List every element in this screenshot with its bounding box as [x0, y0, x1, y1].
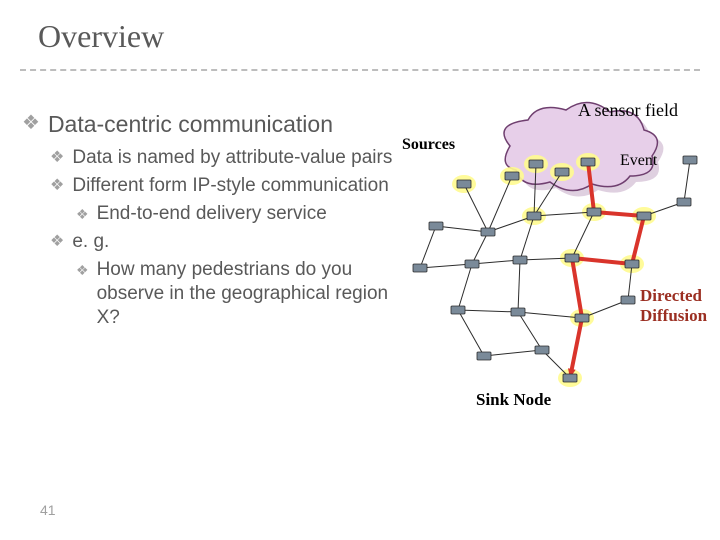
heading-bullet: ❖ Data-centric communication	[22, 110, 402, 138]
content-block: ❖ Data-centric communication ❖ Data is n…	[22, 110, 402, 334]
bullet-marker: ❖	[50, 146, 64, 170]
title-divider	[20, 69, 700, 71]
bullet-item: ❖ e. g.	[50, 230, 402, 254]
diagram-title: A sensor field	[578, 100, 678, 121]
event-label: Event	[620, 152, 657, 170]
bullet-marker: ❖	[22, 110, 40, 136]
heading-text: Data-centric communication	[48, 110, 333, 138]
diffusion-label: Diffusion	[640, 306, 707, 326]
sink-label: Sink Node	[476, 390, 551, 410]
bullet-marker: ❖	[76, 258, 89, 282]
bullet-item: ❖ Different form IP-style communication	[50, 174, 402, 198]
bullet-marker: ❖	[76, 202, 89, 226]
bullet-text: End-to-end delivery service	[97, 202, 327, 226]
bullet-item: ❖ How many pedestrians do you observe in…	[76, 258, 402, 330]
directed-label: Directed	[640, 286, 702, 306]
bullet-marker: ❖	[50, 230, 64, 254]
page-number: 41	[40, 502, 56, 518]
bullet-text: e. g.	[72, 230, 109, 254]
sensor-field-diagram: A sensor field Sources Event Directed Di…	[400, 100, 710, 430]
bullet-text: Data is named by attribute-value pairs	[72, 146, 392, 170]
bullet-marker: ❖	[50, 174, 64, 198]
bullet-text: How many pedestrians do you observe in t…	[97, 258, 402, 330]
sources-label: Sources	[402, 136, 455, 154]
bullet-item: ❖ End-to-end delivery service	[76, 202, 402, 226]
bullet-item: ❖ Data is named by attribute-value pairs	[50, 146, 402, 170]
slide-title: Overview	[0, 0, 720, 55]
bullet-text: Different form IP-style communication	[72, 174, 388, 198]
